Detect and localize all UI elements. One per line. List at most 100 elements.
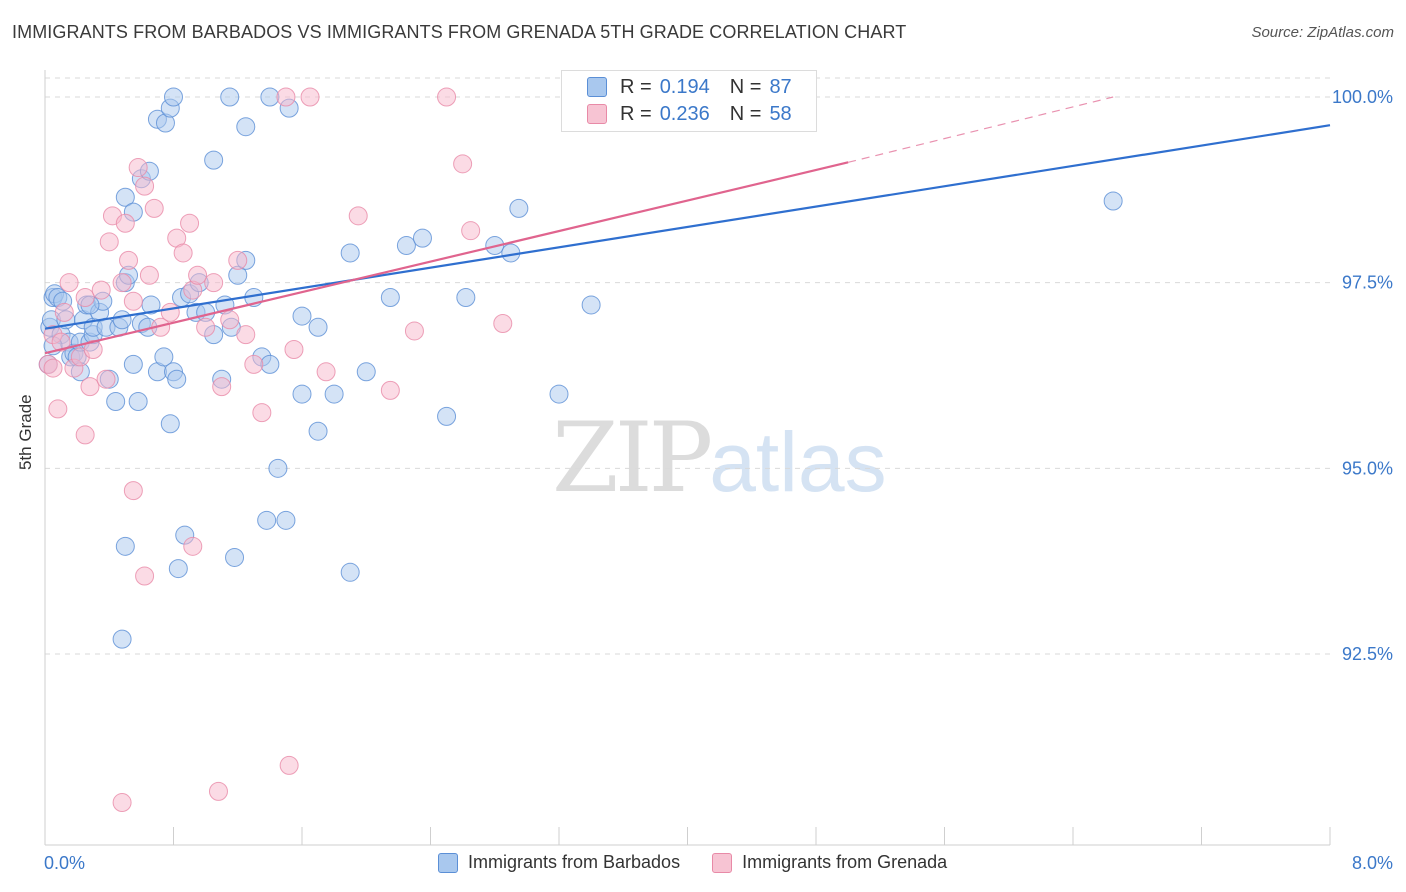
grenada-point <box>244 354 264 374</box>
legend-r-value: 0.236 <box>659 102 710 125</box>
grenada-point <box>461 221 481 241</box>
barbados-point <box>204 150 224 170</box>
watermark: ZIPatlas <box>552 402 887 514</box>
grenada-point <box>115 213 135 233</box>
legend-r-value: 0.194 <box>659 75 710 98</box>
grenada-point <box>236 325 256 345</box>
legend-n-value: 58 <box>769 102 792 125</box>
grenada-point <box>204 273 224 293</box>
barbados-point <box>167 369 187 389</box>
grenada-point <box>212 377 232 397</box>
grenada-point <box>91 280 111 300</box>
barbados-trend-line <box>44 124 1331 330</box>
barbados-point <box>324 384 344 404</box>
grenada-point <box>404 321 424 341</box>
barbados-point <box>581 295 601 315</box>
grenada-point <box>59 273 79 293</box>
barbados-point <box>356 362 376 382</box>
barbados-point <box>509 198 529 218</box>
series-legend: Immigrants from Barbados Immigrants from… <box>438 852 947 873</box>
grenada-point <box>279 755 299 775</box>
grenada-point <box>43 358 63 378</box>
barbados-point <box>236 117 256 137</box>
y-tick-label: 97.5% <box>1342 273 1393 293</box>
barbados-point <box>154 347 174 367</box>
grenada-point <box>220 310 240 330</box>
grenada-point <box>75 288 95 308</box>
grenada-point <box>348 206 368 226</box>
y-tick-label: 92.5% <box>1342 644 1393 664</box>
grenada-point <box>437 87 457 107</box>
grenada-point <box>188 265 208 285</box>
barbados-point <box>268 458 288 478</box>
y-axis-label: 5th Grade <box>16 394 35 470</box>
series-legend-grenada[interactable]: Immigrants from Grenada <box>712 852 947 873</box>
barbados-point <box>549 384 569 404</box>
barbados-point <box>260 87 280 107</box>
grenada-point <box>284 340 304 360</box>
grenada-point <box>128 158 148 178</box>
grenada-point <box>160 302 180 322</box>
barbados-point <box>257 510 277 530</box>
grenada-point <box>112 793 132 813</box>
grenada-point <box>300 87 320 107</box>
barbados-point <box>112 310 132 330</box>
grenada-point <box>144 198 164 218</box>
y-tick-label: 100.0% <box>1332 87 1393 107</box>
grenada-point <box>139 265 159 285</box>
x-tick-label-min: 0.0% <box>44 853 85 873</box>
grenada-point <box>96 369 116 389</box>
barbados-point <box>396 236 416 256</box>
legend-n-label: N = <box>729 75 762 98</box>
grenada-point <box>123 291 143 311</box>
barbados-point <box>292 384 312 404</box>
barbados-point <box>106 391 126 411</box>
y-tick-label: 95.0% <box>1342 458 1393 478</box>
barbados-point <box>292 306 312 326</box>
barbados-point <box>276 510 296 530</box>
grenada-point <box>123 481 143 501</box>
barbados-point <box>380 288 400 308</box>
series-label-barbados: Immigrants from Barbados <box>468 852 681 872</box>
grenada-point <box>453 154 473 174</box>
grenada-point <box>380 380 400 400</box>
barbados-point <box>1103 191 1123 211</box>
legend-n-label: N = <box>729 102 762 125</box>
barbados-point <box>260 354 280 374</box>
grenada-point <box>493 314 513 334</box>
barbados-point <box>308 421 328 441</box>
series-swatch-grenada <box>712 852 733 873</box>
series-label-grenada: Immigrants from Grenada <box>742 852 948 872</box>
correlation-legend: R = 0.194 N = 87 R = 0.236 N = 58 <box>561 70 817 132</box>
grenada-point <box>112 273 132 293</box>
legend-row-barbados: R = 0.194 N = 87 <box>587 74 792 100</box>
watermark-zip: ZIP <box>552 402 713 514</box>
barbados-point <box>456 288 476 308</box>
barbados-point <box>225 547 245 567</box>
grenada-trend-line <box>44 161 849 355</box>
barbados-point <box>308 317 328 337</box>
legend-r-label: R = <box>620 102 652 125</box>
x-tick-label-max: 8.0% <box>1352 853 1393 873</box>
grenada-point <box>228 250 248 270</box>
source-credit: Source: ZipAtlas.com <box>1251 24 1394 41</box>
grenada-point <box>80 377 100 397</box>
barbados-point <box>115 536 135 556</box>
grenada-point <box>183 536 203 556</box>
grenada-point <box>54 302 74 322</box>
barbados-point <box>220 87 240 107</box>
chart-title: IMMIGRANTS FROM BARBADOS VS IMMIGRANTS F… <box>12 22 907 42</box>
barbados-point <box>168 559 188 579</box>
grenada-point <box>173 243 193 263</box>
barbados-point <box>412 228 432 248</box>
grenada-point <box>119 250 139 270</box>
barbados-point <box>115 187 135 207</box>
grenada-point <box>276 87 296 107</box>
watermark-atlas: atlas <box>709 415 887 509</box>
barbados-point <box>160 414 180 434</box>
legend-n-value: 87 <box>769 75 792 98</box>
barbados-point <box>128 391 148 411</box>
barbados-point <box>340 562 360 582</box>
series-legend-barbados[interactable]: Immigrants from Barbados <box>438 852 680 873</box>
